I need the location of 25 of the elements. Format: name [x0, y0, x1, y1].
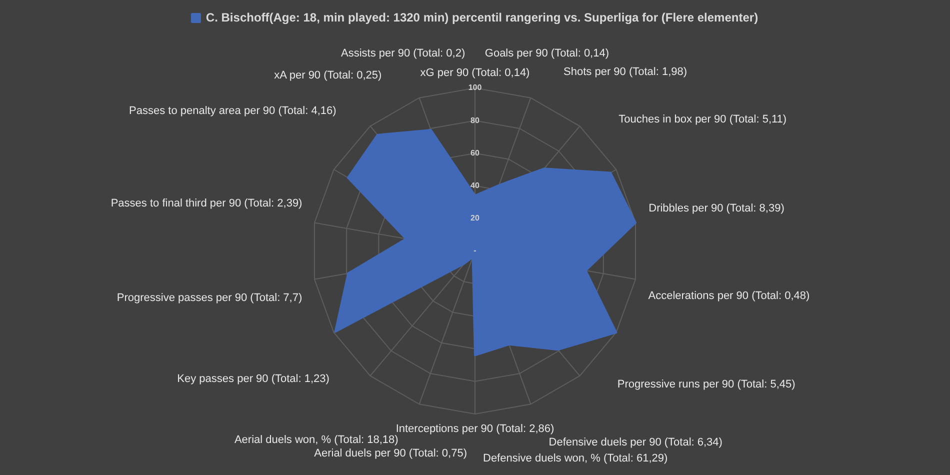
- spoke-label: Aerial duels won, % (Total: 18,18): [234, 434, 398, 446]
- spoke-label: Passes to final third per 90 (Total: 2,39): [110, 198, 302, 210]
- y-tick-label: 60: [470, 148, 480, 158]
- spoke-label: Accelerations per 90 (Total: 0,48): [648, 290, 810, 302]
- y-tick-label: 80: [470, 116, 480, 125]
- y-tick-label: 40: [470, 181, 480, 190]
- spoke-label: Defensive duels won, % (Total: 61,29): [483, 452, 668, 464]
- spoke-label: Touches in box per 90 (Total: 5,11): [618, 114, 787, 126]
- y-tick-label: 100: [468, 83, 482, 92]
- spoke-label: Dribbles per 90 (Total: 8,39): [648, 202, 784, 214]
- y-tick-label: 20: [470, 214, 480, 223]
- spoke-label: xG per 90 (Total: 0,14): [420, 67, 530, 80]
- spoke-label: Passes to penalty area per 90 (Total: 4,16): [129, 105, 336, 118]
- y-tick-label: -: [474, 246, 477, 256]
- spoke-label: Interceptions per 90 (Total: 2,86): [396, 423, 554, 436]
- legend-label: C. Bischoff(Age: 18, min played: 1320 min) percentil rangering vs. Superliga for (Flere elementer): [206, 10, 758, 24]
- spoke-label: Aerial duels per 90 (Total: 0,75): [314, 447, 468, 460]
- spoke-label: Progressive passes per 90 (Total: 7,7): [116, 292, 302, 304]
- spoke-label: Goals per 90 (Total: 0,14): [484, 47, 610, 60]
- spoke-label: Defensive duels per 90 (Total: 6,34): [548, 436, 722, 448]
- spoke-label: Assists per 90 (Total: 0,2): [340, 47, 466, 60]
- spoke-label: xA per 90 (Total: 0,25): [274, 70, 382, 82]
- spoke-label: Shots per 90 (Total: 1,98): [564, 66, 688, 78]
- spoke-label: Key passes per 90 (Total: 1,23): [177, 373, 330, 386]
- spoke-label: Progressive runs per 90 (Total: 5,45): [617, 378, 796, 391]
